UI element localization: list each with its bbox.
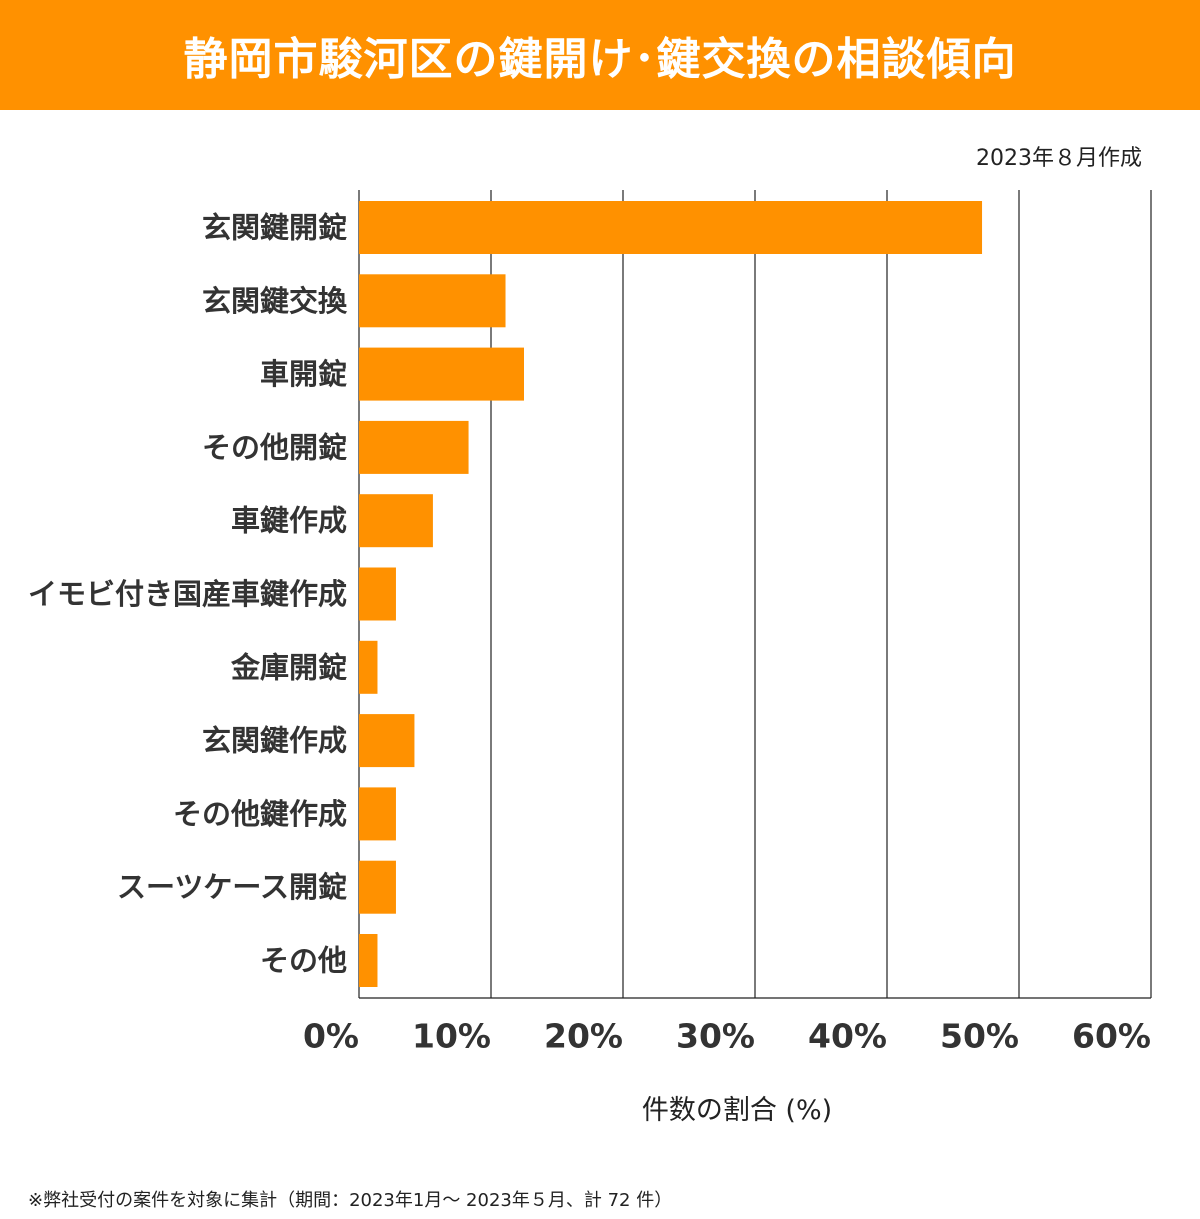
category-label-5: イモビ付き国産車鍵作成	[28, 577, 347, 611]
bar-0	[359, 201, 983, 254]
category-label-1: 玄関鍵交換	[202, 284, 348, 318]
chart-title: 静岡市駿河区の鍵開け･鍵交換の相談傾向	[183, 34, 1017, 85]
bar-7	[359, 714, 415, 768]
x-tick-label-40: 40%	[808, 1017, 887, 1056]
title-band: 静岡市駿河区の鍵開け･鍵交換の相談傾向	[0, 0, 1200, 110]
footnote: ※弊社受付の案件を対象に集計（期間：2023年1月～ 2023年５月、計 72 …	[28, 1190, 673, 1211]
x-tick-label-50: 50%	[940, 1017, 1019, 1056]
bar-2	[359, 347, 524, 401]
x-axis-label: 件数の割合 (%)	[641, 1095, 833, 1126]
category-label-0: 玄関鍵開錠	[202, 211, 347, 245]
category-label-10: その他	[260, 944, 347, 978]
bar-1	[359, 274, 506, 328]
created-date: 2023年８月作成	[976, 146, 1142, 171]
x-tick-label-20: 20%	[544, 1017, 623, 1056]
category-label-2: 車開錠	[260, 357, 347, 391]
bar-6	[359, 640, 378, 694]
x-tick-label-0: 0%	[303, 1017, 359, 1056]
category-label-8: その他鍵作成	[173, 797, 347, 831]
category-label-3: その他開錠	[202, 430, 347, 464]
category-label-6: 金庫開錠	[230, 650, 347, 684]
category-label-7: 玄関鍵作成	[202, 724, 347, 758]
x-tick-label-60: 60%	[1072, 1017, 1151, 1056]
category-label-4: 車鍵作成	[231, 504, 347, 538]
x-tick-label-10: 10%	[412, 1017, 491, 1056]
category-label-9: スーツケース開錠	[117, 870, 347, 904]
bar-4	[359, 494, 433, 548]
bar-10	[359, 934, 378, 987]
x-tick-label-30: 30%	[676, 1017, 755, 1056]
bar-8	[359, 787, 396, 841]
bar-9	[359, 860, 396, 914]
bar-5	[359, 567, 396, 621]
bar-3	[359, 420, 469, 474]
